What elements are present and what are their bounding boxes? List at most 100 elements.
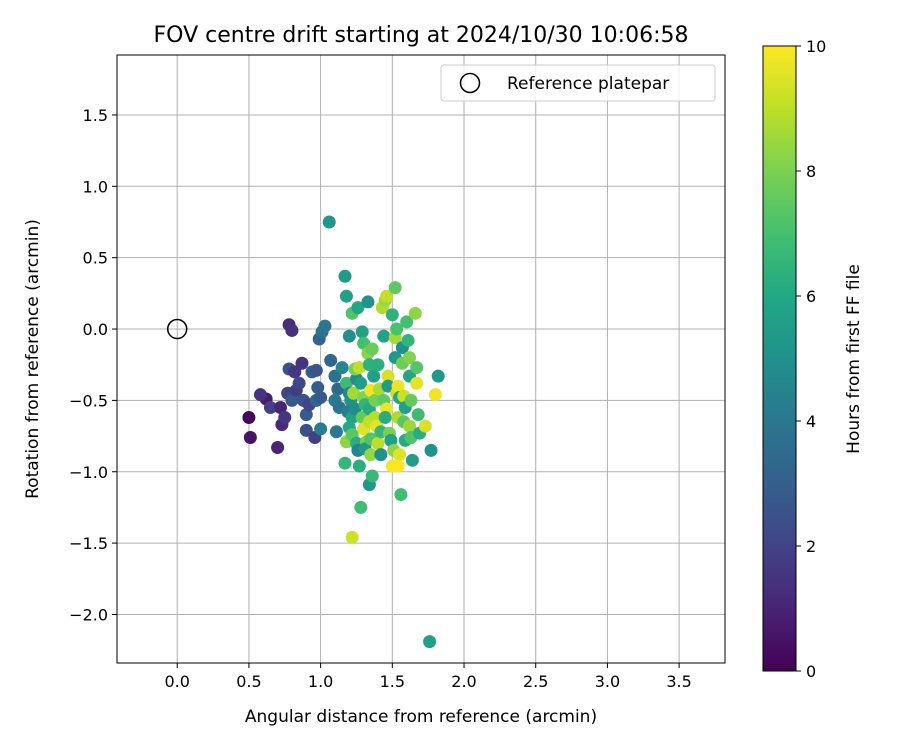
colorbar-tick-label: 10 xyxy=(806,37,826,56)
data-point xyxy=(348,402,362,416)
data-point xyxy=(253,388,267,402)
data-point xyxy=(391,379,405,393)
x-axis-label: Angular distance from reference (arcmin) xyxy=(245,707,597,727)
data-point xyxy=(371,358,385,372)
data-point xyxy=(410,376,424,390)
colorbar-tick-label: 8 xyxy=(806,162,816,181)
data-point xyxy=(391,459,405,473)
data-point xyxy=(338,269,352,283)
data-point xyxy=(401,333,415,347)
data-point xyxy=(403,419,417,433)
data-point xyxy=(364,448,378,462)
data-point xyxy=(380,289,394,303)
x-tick-label: 0.5 xyxy=(236,672,261,691)
data-point xyxy=(242,411,256,425)
y-tick-label: −0.5 xyxy=(69,391,108,410)
data-points xyxy=(242,215,445,649)
data-point xyxy=(338,456,352,470)
data-point xyxy=(428,388,442,402)
data-point xyxy=(318,319,332,333)
data-point xyxy=(347,386,361,400)
y-tick-label: −1.5 xyxy=(69,534,108,553)
data-point xyxy=(411,408,425,422)
chart-title: FOV centre drift starting at 2024/10/30 … xyxy=(154,23,689,48)
data-point xyxy=(329,425,343,439)
y-axis-label: Rotation from reference (arcmin) xyxy=(23,219,43,499)
data-point xyxy=(322,215,336,229)
data-point xyxy=(352,459,366,473)
data-point xyxy=(354,376,368,390)
data-point xyxy=(424,443,438,457)
y-tick-label: 1.0 xyxy=(83,177,108,196)
data-point xyxy=(384,433,398,447)
data-point xyxy=(292,376,306,390)
colorbar-ticks: 0 2 4 6 8 10 xyxy=(796,37,826,681)
x-axis-ticks: 0.0 0.5 1.0 1.5 2.0 2.5 3.0 3.5 xyxy=(164,663,692,691)
data-point xyxy=(273,401,287,415)
grid xyxy=(117,55,725,663)
data-point xyxy=(385,308,399,322)
data-point xyxy=(324,353,338,367)
x-tick-label: 1.0 xyxy=(308,672,333,691)
x-tick-label: 2.0 xyxy=(451,672,476,691)
legend-label: Reference platepar xyxy=(507,74,669,94)
data-point xyxy=(378,411,392,425)
y-tick-label: 0.5 xyxy=(83,249,108,268)
data-point xyxy=(263,401,277,415)
data-point xyxy=(354,500,368,514)
y-tick-label: 1.5 xyxy=(83,106,108,125)
x-tick-label: 0.0 xyxy=(164,672,189,691)
colorbar-tick-label: 2 xyxy=(806,537,816,556)
y-tick-label: 0.0 xyxy=(83,320,108,339)
colorbar-tick-label: 0 xyxy=(806,662,816,681)
data-point xyxy=(299,423,313,437)
data-point xyxy=(374,448,388,462)
colorbar-tick-label: 6 xyxy=(806,287,816,306)
data-point xyxy=(381,379,395,393)
data-point xyxy=(339,376,353,390)
x-tick-label: 2.5 xyxy=(523,672,548,691)
data-point xyxy=(381,369,395,383)
data-point xyxy=(314,422,328,436)
data-point xyxy=(335,361,349,375)
data-point xyxy=(365,342,379,356)
data-point xyxy=(403,351,417,365)
x-tick-label: 3.5 xyxy=(666,672,691,691)
data-point xyxy=(365,469,379,483)
data-point xyxy=(361,295,375,309)
legend-marker xyxy=(459,72,481,94)
data-point xyxy=(271,440,285,454)
y-axis-ticks: −2.0 −1.5 −1.0 −0.5 0.0 0.5 1.0 1.5 xyxy=(69,106,117,624)
data-point xyxy=(285,393,299,407)
x-tick-label: 3.0 xyxy=(595,672,620,691)
data-point xyxy=(423,635,437,649)
data-point xyxy=(405,453,419,467)
data-point xyxy=(311,381,325,395)
x-tick-label: 1.5 xyxy=(380,672,405,691)
data-point xyxy=(339,289,353,303)
data-point xyxy=(392,448,406,462)
legend-box xyxy=(440,64,716,102)
legend: Reference platepar xyxy=(440,64,716,102)
data-point xyxy=(431,369,445,383)
data-point xyxy=(285,323,299,337)
data-point xyxy=(278,411,292,425)
colorbar-tick-label: 4 xyxy=(806,412,816,431)
data-point xyxy=(404,393,418,407)
data-point xyxy=(371,436,385,450)
data-point xyxy=(408,306,422,320)
data-point xyxy=(355,325,369,339)
colorbar: 0 2 4 6 8 10 Hours from first FF file xyxy=(762,37,864,681)
data-point xyxy=(352,361,366,375)
data-point xyxy=(243,430,257,444)
data-point xyxy=(418,419,432,433)
data-point xyxy=(345,530,359,544)
colorbar-gradient xyxy=(762,45,797,672)
reference-marker xyxy=(166,318,188,340)
y-tick-label: −1.0 xyxy=(69,463,108,482)
data-point xyxy=(390,322,404,336)
data-point xyxy=(367,369,381,383)
data-point xyxy=(299,408,313,422)
colorbar-label: Hours from first FF file xyxy=(844,264,864,454)
